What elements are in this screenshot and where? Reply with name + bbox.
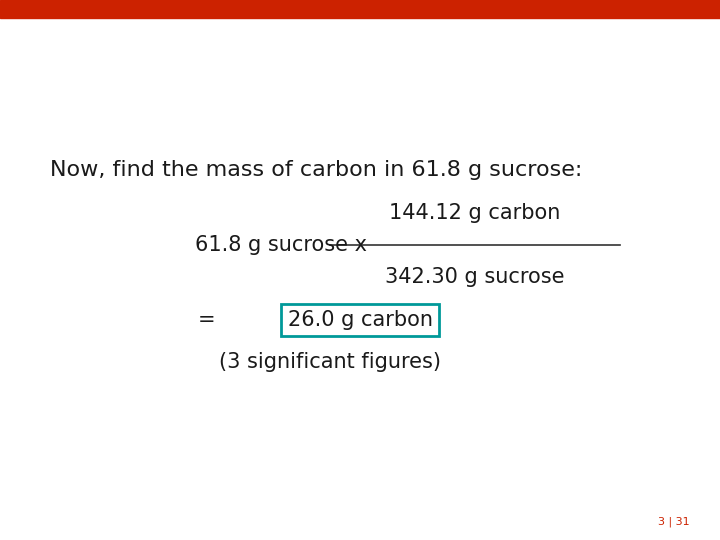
Text: 144.12 g carbon: 144.12 g carbon <box>390 203 561 223</box>
Text: 342.30 g sucrose: 342.30 g sucrose <box>385 267 564 287</box>
Text: (3 significant figures): (3 significant figures) <box>219 352 441 372</box>
Text: 26.0 g carbon: 26.0 g carbon <box>287 310 433 330</box>
Text: 61.8 g sucrose x: 61.8 g sucrose x <box>195 235 367 255</box>
Text: =: = <box>197 310 215 330</box>
Text: 3 | 31: 3 | 31 <box>658 517 690 527</box>
Text: Now, find the mass of carbon in 61.8 g sucrose:: Now, find the mass of carbon in 61.8 g s… <box>50 160 582 180</box>
